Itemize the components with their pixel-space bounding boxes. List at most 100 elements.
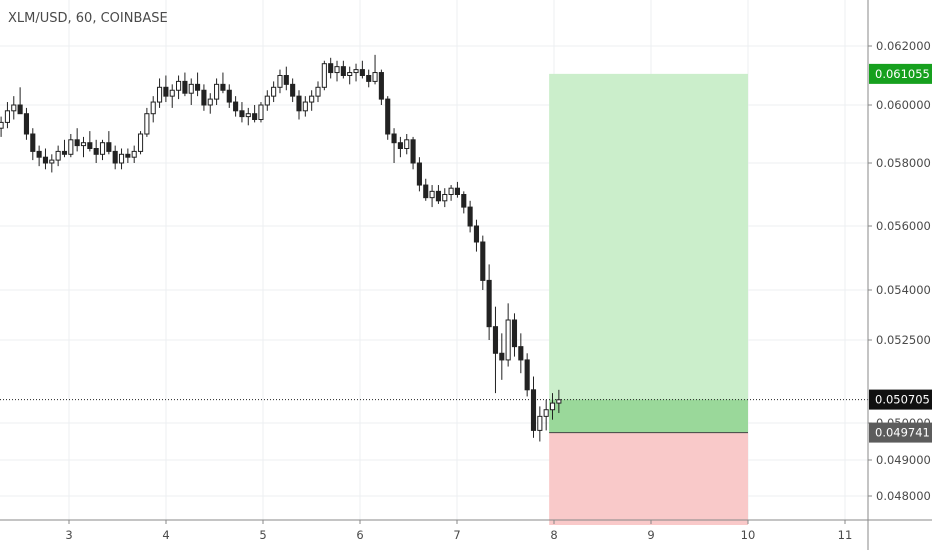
current-price-tag: 0.050705 [875,393,930,407]
candle-body [505,319,511,361]
candle-body [372,72,378,82]
candle-body [188,83,194,94]
candle-body [366,75,372,82]
candle-body [80,142,87,147]
candle-body [277,75,283,88]
candle-body [416,162,422,186]
candle-body [359,69,365,76]
candle-body [55,150,61,161]
price-tags: 0.061055 0.050705 0.049741 [869,63,932,443]
candle-body [442,194,448,202]
candle-body [290,83,296,97]
candle-body [315,86,321,97]
y-tick-label: 0.054000 [876,283,931,297]
entry-price-tag: 0.049741 [875,426,930,440]
candle-body [49,159,55,164]
y-tick-label: 0.048000 [876,489,931,503]
candle-body [385,98,391,135]
candle-body [125,153,131,158]
candle-body [391,133,397,144]
candle-body [404,139,410,150]
target-price-tag-bg [869,63,932,84]
candle-body [511,319,518,348]
candle-body [36,150,42,158]
candle-body [309,95,315,103]
entry-price-tag-bg [869,422,932,443]
candle-body [220,83,226,91]
candle-body [201,89,207,106]
candle-body [448,187,454,195]
candle-body [492,326,499,354]
candle-body [296,95,302,112]
candle-body [163,86,169,97]
candle-body [334,66,340,74]
x-tick-label: 9 [647,528,654,542]
candle-body [150,101,156,115]
candle-body [543,409,549,417]
candle-body [328,63,334,74]
candle-body [93,148,99,155]
candle-body [99,142,106,155]
candle-body [87,142,93,149]
candle-body [473,225,480,243]
candle-body [23,113,30,135]
candle-body [11,104,17,112]
candle-body [340,66,346,77]
chart-title: XLM/USD, 60, COINBASE [8,11,168,26]
candle-body [435,190,441,202]
candle-body [283,75,289,85]
candle-body [214,83,220,100]
x-tick-label: 8 [550,528,557,542]
candle-body [423,184,429,199]
candle-body [131,150,137,158]
candle-body [397,142,403,149]
candle-body [549,402,556,411]
candle-body [556,399,562,404]
loss-zone [549,432,748,525]
candle-body [537,415,543,431]
candle-body [353,69,359,74]
candle-body [429,190,435,199]
y-tick-label: 0.049000 [876,453,931,467]
y-tick-label: 0.058000 [876,156,931,170]
candle-body [486,279,492,328]
candle-body [4,110,10,123]
candle-body [302,101,308,112]
x-tick-label: 6 [356,528,363,542]
candle-body [258,104,264,120]
y-tick-label: 0.060000 [876,98,931,112]
candle-body [17,104,23,115]
candle-body [169,89,175,97]
candle-body [467,206,473,227]
x-tick-label: 10 [741,528,756,542]
y-tick-label: 0.052500 [876,333,931,347]
candle-body [245,113,251,118]
candle-body [480,241,486,281]
x-tick-label: 4 [162,528,169,542]
candle-body [106,142,112,152]
candle-body [239,110,245,118]
profit-zone [549,73,748,433]
candle-body [524,359,530,391]
candle-body [499,352,505,361]
candle-body [252,113,258,120]
candle-body [454,187,461,195]
candle-body [378,72,384,100]
candle-body [264,95,270,106]
candle-body [42,156,49,164]
x-tick-label: 11 [838,528,853,542]
y-tick-label: 0.062000 [876,39,931,53]
candle-body [233,101,239,112]
candle-body [68,139,74,155]
candle-body [410,139,416,164]
candle-body [156,86,163,103]
candle-body [195,83,201,91]
x-tick-label: 5 [259,528,266,542]
long-position-tool [549,73,748,525]
y-tick-label: 0.056000 [876,219,931,233]
candle-body [137,133,144,152]
candlestick-series [0,54,562,442]
candle-body [347,72,353,77]
candle-body [112,150,118,164]
